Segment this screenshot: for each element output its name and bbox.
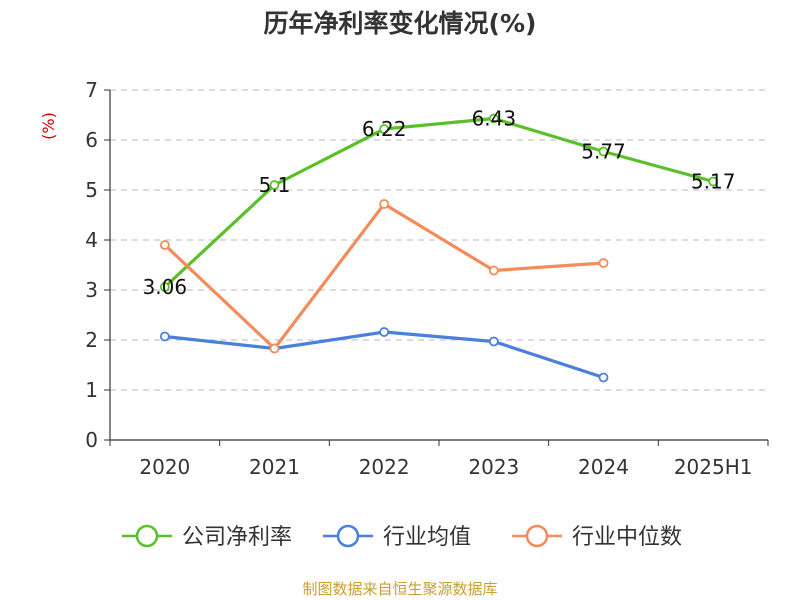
data-point: [598, 146, 609, 157]
data-point: [269, 343, 280, 354]
x-tick-label: 2024: [578, 455, 629, 479]
legend-label: 行业均值: [383, 525, 471, 550]
chart-title: 历年净利率变化情况(%): [263, 9, 537, 38]
legend-marker: [135, 524, 159, 548]
y-tick-label: 0: [85, 428, 98, 452]
grid-lines: [110, 89, 768, 391]
legend: 公司净利率 行业均值 行业中位数: [122, 524, 682, 550]
y-tick-label: 5: [85, 178, 98, 202]
data-point: [159, 282, 170, 292]
y-tick-label: 3: [85, 278, 98, 302]
series-lines: [159, 113, 719, 383]
legend-label: 公司净利率: [182, 525, 292, 550]
data-point: [159, 240, 170, 250]
data-point: [708, 176, 719, 187]
y-tick-label: 1: [85, 378, 98, 402]
y-tick-label: 7: [85, 78, 98, 102]
data-point: [269, 180, 280, 190]
data-point: [598, 258, 609, 268]
legend-marker: [336, 524, 360, 548]
source-note: 制图数据来自恒生聚源数据库: [302, 580, 498, 598]
legend-item: 行业均值: [323, 524, 471, 550]
y-tick-label: 2: [85, 328, 98, 352]
x-tick-label: 2021: [249, 455, 300, 479]
data-point: [488, 336, 499, 347]
data-label: 3.06: [143, 275, 188, 299]
data-point: [598, 372, 609, 383]
data-point: [379, 327, 390, 337]
legend-item: 公司净利率: [122, 524, 292, 550]
data-point: [379, 124, 390, 134]
y-tick-label: 6: [85, 128, 98, 152]
axes: 0 1 2 3 4 5 6 7 2020 2021 2022 2023 2024 2025H1 (%): [39, 78, 769, 479]
data-point: [379, 199, 390, 209]
series-line: [163, 116, 714, 289]
data-labels: 3.06 5.1 6.22 6.43 5.77 5.17: [143, 107, 736, 300]
data-label: 5.1: [259, 173, 291, 197]
legend-marker: [525, 524, 549, 548]
x-tick-label: 2023: [468, 455, 519, 479]
data-point: [488, 113, 499, 124]
data-label: 6.43: [472, 107, 517, 131]
data-label: 5.17: [691, 170, 736, 194]
x-tick-label: 2022: [359, 455, 410, 479]
series-line: [164, 330, 604, 380]
y-axis-label: (%): [39, 112, 58, 140]
x-tick-label: 2025H1: [674, 455, 753, 479]
x-tick-label: 2020: [139, 455, 190, 479]
data-label: 5.77: [581, 140, 626, 164]
data-point: [488, 265, 499, 276]
legend-item: 行业中位数: [512, 524, 682, 550]
data-point: [159, 331, 170, 342]
data-label: 6.22: [362, 117, 407, 141]
y-tick-label: 4: [85, 228, 98, 252]
legend-label: 行业中位数: [572, 525, 682, 550]
